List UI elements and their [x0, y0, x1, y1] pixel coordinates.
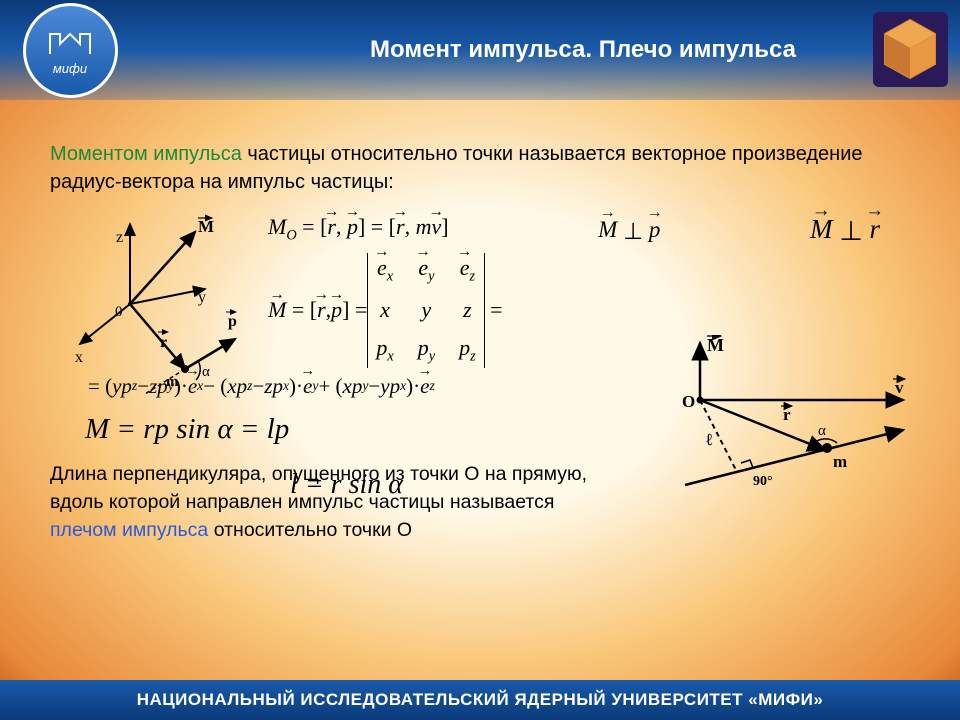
- logo-label: мифи: [53, 61, 87, 76]
- slide-header: мифи Момент импульса. Плечо импульса: [0, 0, 960, 100]
- svg-text:O: O: [682, 392, 695, 411]
- svg-text:r: r: [783, 405, 791, 424]
- svg-text:v: v: [895, 378, 904, 397]
- university-logo: мифи: [23, 3, 118, 98]
- formula-line-1: MO = [r, p] = [r, mv] M ⊥ p M ⊥ r: [268, 214, 910, 245]
- intro-paragraph: Моментом импульса частицы относительно т…: [50, 140, 910, 196]
- svg-text:p: p: [228, 313, 237, 330]
- lever-arm-diagram: M O ℓ r m v 90° α: [655, 335, 915, 495]
- lever-highlight: плечом импульса: [50, 519, 208, 541]
- intro-highlight: Моментом импульса: [50, 143, 242, 165]
- svg-text:M: M: [707, 335, 724, 355]
- svg-text:0: 0: [115, 304, 123, 320]
- logo-area: мифи: [0, 0, 140, 100]
- svg-text:z: z: [116, 229, 123, 246]
- svg-text:M: M: [198, 217, 214, 236]
- svg-text:r: r: [160, 334, 167, 351]
- svg-text:m: m: [833, 452, 847, 471]
- slide-footer: НАЦИОНАЛЬНЫЙ ИССЛЕДОВАТЕЛЬСКИЙ ЯДЕРНЫЙ У…: [0, 680, 960, 720]
- lever-arm-formula: l = r sin α: [290, 469, 403, 501]
- svg-text:90°: 90°: [753, 474, 773, 489]
- svg-text:y: y: [198, 289, 206, 306]
- cube-icon: [873, 12, 948, 87]
- slide-content: Моментом импульса частицы относительно т…: [0, 100, 960, 545]
- slide-title: Момент импульса. Плечо импульса: [370, 36, 796, 64]
- svg-text:α: α: [818, 423, 826, 439]
- svg-text:ℓ: ℓ: [706, 430, 713, 449]
- svg-text:x: x: [75, 349, 83, 366]
